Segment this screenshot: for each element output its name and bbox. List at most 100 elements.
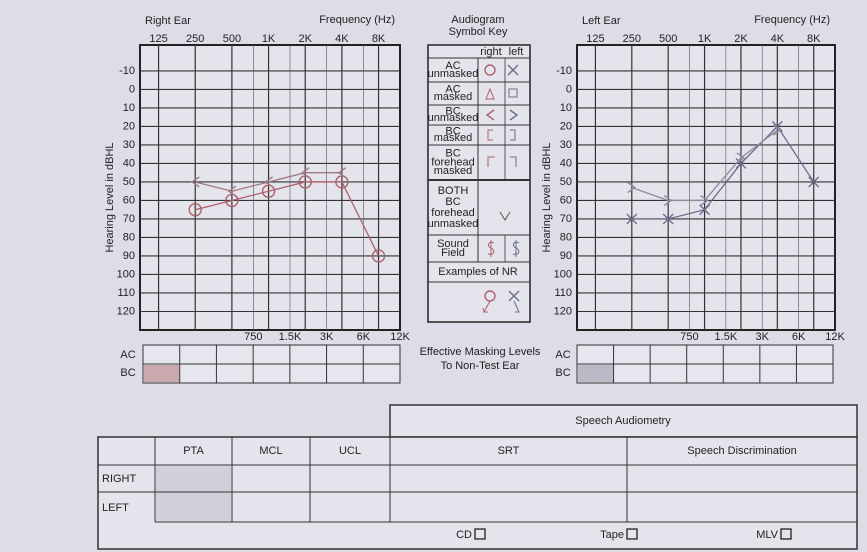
key-row-label: AC: [445, 60, 460, 72]
key-column: right: [480, 46, 501, 58]
marker: [663, 194, 673, 207]
y-tick-label: 0: [566, 83, 572, 95]
marker: [298, 175, 312, 189]
series-line: [195, 172, 342, 192]
masking-row-label: BC: [555, 367, 570, 379]
x-tick-label: 250: [186, 33, 204, 45]
y-axis-label: Hearing Level in dBHL: [104, 142, 116, 252]
chart-title: Right Ear: [145, 15, 191, 27]
key-row-label: masked: [434, 132, 473, 144]
masking-row-label: AC: [120, 349, 135, 361]
y-tick-label: 70: [123, 213, 135, 225]
marker: [337, 167, 347, 179]
key-symbol: [510, 156, 517, 167]
y-tick-label: 90: [123, 250, 135, 262]
y-tick-label: 80: [123, 231, 135, 243]
y-tick-label: 40: [560, 157, 572, 169]
speech-option: Tape: [600, 529, 624, 541]
marker: [808, 176, 820, 188]
marker: [301, 167, 310, 179]
y-tick-label: 20: [560, 120, 572, 132]
marker: [371, 249, 386, 263]
x-tick-label: 8K: [807, 33, 821, 45]
marker: [261, 184, 276, 198]
y-tick-label: 60: [560, 194, 572, 206]
y-tick-label: 10: [560, 102, 572, 114]
key-symbol: [487, 129, 493, 141]
x-axis-label: Frequency (Hz): [319, 14, 395, 26]
checkbox[interactable]: [626, 528, 638, 540]
key-symbol: [487, 240, 495, 257]
key-title: Symbol Key: [449, 26, 508, 38]
marker: [508, 290, 520, 302]
key-symbol: [508, 88, 518, 98]
chart-title: Left Ear: [582, 15, 621, 27]
marker: [227, 185, 237, 197]
masking-cell-shade: [578, 365, 613, 382]
x-axis-label: Frequency (Hz): [754, 14, 830, 26]
key-row-label: masked: [434, 165, 473, 177]
y-tick-label: 10: [123, 102, 135, 114]
y-tick-label: 80: [560, 231, 572, 243]
y-tick-label: 50: [560, 176, 572, 188]
x-tick-label: 2K: [734, 33, 748, 45]
x2-tick-label: 3K: [756, 331, 770, 343]
y-tick-label: 90: [560, 250, 572, 262]
series-line: [631, 125, 815, 220]
checkbox[interactable]: [780, 528, 792, 540]
x2-tick-label: 750: [244, 331, 262, 343]
x-tick-label: 125: [586, 33, 604, 45]
key-symbol: [513, 300, 520, 313]
plot-frame: [139, 44, 401, 331]
marker: [507, 64, 519, 76]
x-tick-label: 4K: [771, 33, 785, 45]
y-tick-label: 60: [123, 194, 135, 206]
masking-caption: Effective Masking Levels: [420, 346, 541, 358]
y-tick-label: 30: [123, 139, 135, 151]
speech-table: [97, 436, 858, 550]
checkbox[interactable]: [474, 528, 486, 540]
x-tick-label: 500: [659, 33, 677, 45]
key-row-label: Examples of NR: [438, 266, 518, 278]
x-tick-label: 1K: [262, 33, 276, 45]
marker: [225, 193, 239, 208]
marker: [335, 175, 349, 189]
x2-tick-label: 6K: [792, 331, 806, 343]
key-symbol: [487, 156, 495, 167]
key-title: Audiogram: [451, 14, 504, 26]
key-symbol: [482, 300, 491, 313]
x-tick-label: 8K: [372, 33, 386, 45]
masking-row-label: AC: [555, 349, 570, 361]
key-row-label: unmasked: [428, 218, 479, 230]
marker: [772, 124, 782, 136]
x-tick-label: 125: [149, 33, 167, 45]
marker: [485, 109, 495, 121]
marker: [509, 109, 519, 121]
y-tick-label: 110: [554, 287, 572, 299]
speech-column: MCL: [259, 445, 282, 457]
x2-tick-label: 3K: [320, 331, 334, 343]
x2-tick-label: 6K: [357, 331, 371, 343]
key-row-label: Field: [441, 247, 465, 259]
x-tick-label: 250: [623, 33, 641, 45]
key-frame: [427, 44, 531, 323]
speech-column: Speech Discrimination: [687, 445, 796, 457]
key-symbol: [485, 87, 495, 100]
key-row-label: AC: [445, 84, 460, 96]
marker: [264, 176, 273, 188]
speech-column: PTA: [183, 445, 204, 457]
y-tick-label: 120: [117, 305, 135, 317]
y-tick-label: 100: [117, 268, 135, 280]
x2-tick-label: 12K: [825, 331, 845, 343]
y-tick-label: 30: [560, 139, 572, 151]
speech-title-box: [389, 404, 858, 438]
y-tick-label: 0: [129, 83, 135, 95]
speech-shade: [156, 466, 231, 521]
marker: [188, 203, 202, 217]
x-tick-label: 1K: [698, 33, 712, 45]
marker: [626, 213, 638, 225]
key-symbol: [499, 211, 511, 221]
marker: [191, 176, 200, 188]
masking-cell-shade: [144, 365, 179, 382]
